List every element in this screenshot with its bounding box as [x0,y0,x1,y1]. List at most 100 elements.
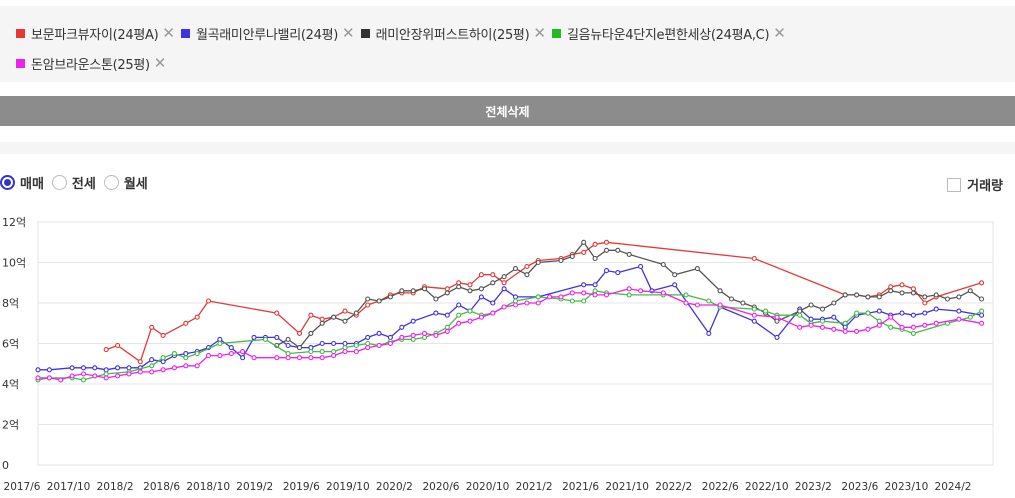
radio-monthly[interactable]: 월세 [103,173,148,192]
legend-swatch [360,28,370,38]
data-point [490,280,496,286]
data-point [115,365,121,371]
data-point [103,367,109,373]
data-point [319,320,325,326]
data-point [501,286,507,292]
data-point [478,294,484,300]
data-point [933,306,939,312]
data-point [888,284,894,290]
data-point [842,292,848,298]
y-tick-label: 12억 [2,216,26,229]
data-point [774,314,780,320]
data-point [717,302,723,308]
radio-button-checked[interactable] [0,175,15,190]
data-point [160,367,166,373]
data-point [433,310,439,316]
data-point [126,371,132,377]
data-point [228,345,234,351]
radio-jeonse[interactable]: 전세 [51,173,96,192]
data-point [353,310,359,316]
data-point [251,334,257,340]
data-point [456,284,462,290]
data-point [376,298,382,304]
data-point [58,377,64,383]
x-tick-label: 2021/10 [605,481,649,493]
data-point [274,355,280,361]
data-point [467,308,473,314]
legend-item-bomun[interactable]: 보문파크뷰자이(24평A) ✕ [16,24,175,43]
data-point [512,298,519,304]
legend-label: 보문파크뷰자이(24평A) [31,27,159,43]
data-point [444,312,450,318]
legend-item-gireum[interactable]: 길음뉴타운4단지e편한세상(24평A,C) ✕ [551,23,786,43]
data-point [888,288,894,294]
data-point [603,239,610,245]
data-point [80,377,87,383]
y-tick-label: 0 [2,459,9,472]
data-point [92,373,98,379]
close-icon[interactable]: ✕ [153,53,167,72]
data-point [808,316,814,322]
legend-label: 돈암브라운스톤(25평) [31,57,150,73]
data-point [456,280,462,286]
data-point [262,336,268,342]
radio-button[interactable] [51,175,67,190]
data-point [319,355,325,361]
data-point [910,286,916,292]
price-line-chart: 0 2억 4억 6억 8억 10억 12억 2017/6 2017/10 2018/2 2018/6… [2,216,994,493]
data-point [524,263,530,270]
close-icon[interactable]: ✕ [162,23,175,42]
data-point [592,288,598,294]
data-point [149,363,155,369]
data-point [365,334,371,340]
data-point [160,359,166,365]
data-point [638,288,644,294]
close-icon[interactable]: ✕ [533,23,546,42]
legend-panel: 보문파크뷰자이(24평A) ✕ 월곡래미안루나밸리(24평) ✕ 래미안장위퍼스… [0,6,1015,82]
x-tick-label: 2020/2 [376,481,413,493]
close-icon[interactable]: ✕ [342,23,355,42]
data-point [831,326,837,332]
data-point [399,324,405,330]
data-point [115,342,121,349]
data-point [319,349,325,355]
data-point [467,318,473,324]
close-icon[interactable]: ✕ [773,23,786,42]
x-tick-label: 2023/2 [795,481,832,493]
data-point [751,312,757,318]
legend-item-donam[interactable]: 돈암브라운스톤(25평) ✕ [16,54,166,73]
data-point [797,324,803,330]
data-point [774,318,780,324]
volume-toggle[interactable]: 거래량 [947,175,1003,194]
radio-sale[interactable]: 매매 [0,173,44,192]
data-point [956,308,962,314]
data-point [910,324,916,330]
data-point [512,294,519,300]
data-point [478,314,484,320]
radio-label: 월세 [123,177,148,192]
data-point [399,288,405,294]
data-point [285,351,291,357]
radio-label: 전세 [71,177,96,192]
y-tick-label: 4억 [2,378,19,391]
x-tick-label: 2018/2 [97,481,134,493]
x-tick-label: 2023/10 [885,481,929,493]
data-point [910,290,916,296]
data-point [365,345,371,351]
delete-all-button[interactable]: 전체삭제 [0,96,1015,126]
data-point [194,314,200,320]
data-point [342,308,348,314]
data-point [944,296,951,302]
x-tick-label: 2021/2 [516,481,553,493]
data-point [399,334,405,340]
data-point [512,266,519,272]
data-point [205,353,212,359]
data-point [274,334,280,340]
radio-button[interactable] [103,175,119,190]
data-point [217,336,223,342]
legend-item-jangwi[interactable]: 래미안장위퍼스트하이(25평) ✕ [360,23,546,43]
data-point [183,351,189,357]
volume-checkbox[interactable] [947,177,962,192]
legend-item-wolgok[interactable]: 월곡래미안루나밸리(24평) ✕ [180,23,355,43]
data-point [285,342,291,349]
